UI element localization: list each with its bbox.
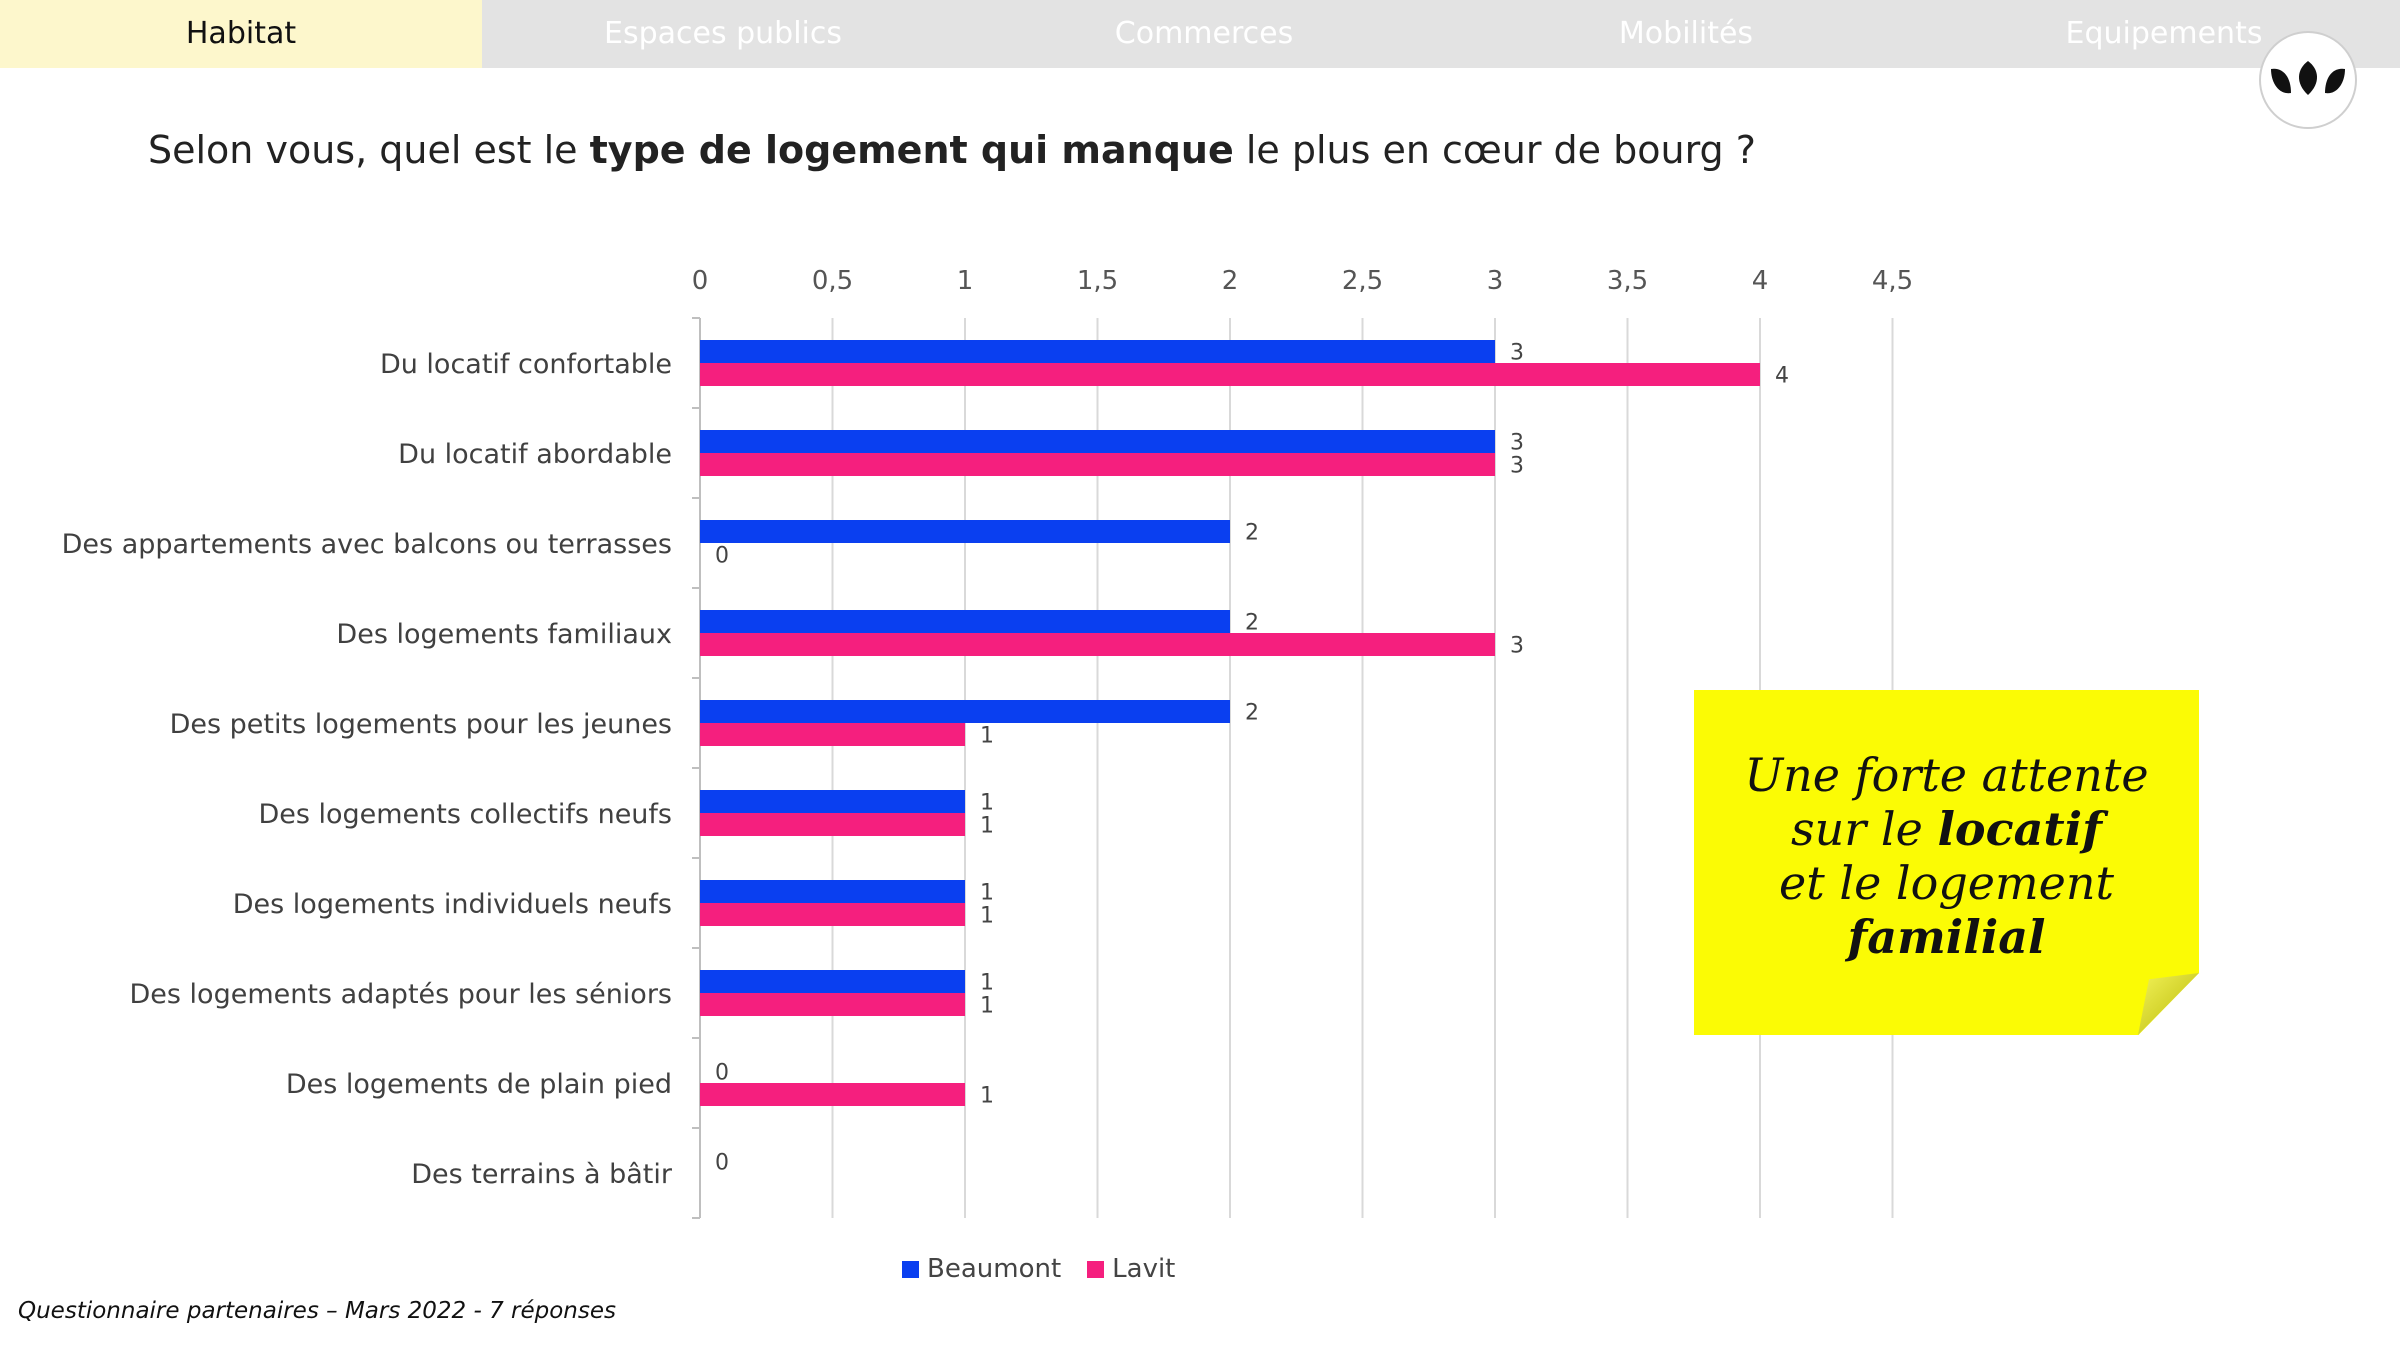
tab-mobilites[interactable]: Mobilités — [1618, 16, 1754, 51]
sticky-note-paper — [1694, 690, 2199, 1035]
tab-commerces[interactable]: Commerces — [1114, 16, 1294, 51]
bar-beaumont — [700, 520, 1230, 543]
tab-espaces-publics[interactable]: Espaces publics — [603, 16, 843, 51]
data-label-beaumont: 1 — [980, 971, 994, 996]
question-emphasis: type de logement qui manque — [589, 128, 1234, 172]
sticky-note-text: Une forte attente sur le locatif et le l… — [1694, 748, 2199, 964]
legend-swatch-lavit — [1087, 1260, 1105, 1278]
x-tick-label: 1,5 — [1077, 266, 1118, 296]
category-label: Des appartements avec balcons ou terrass… — [62, 529, 672, 560]
x-tick-label: 2 — [1222, 266, 1239, 296]
data-label-beaumont: 0 — [715, 1061, 729, 1086]
bar-lavit — [700, 813, 965, 836]
category-label: Des logements familiaux — [336, 619, 672, 650]
x-tick-label: 3,5 — [1607, 266, 1648, 296]
bar-lavit — [700, 453, 1495, 476]
x-tick-label: 1 — [957, 266, 974, 296]
category-label: Des logements collectifs neufs — [258, 799, 672, 830]
note-line-2-text: sur le — [1791, 802, 1938, 856]
x-tick-label: 3 — [1487, 266, 1504, 296]
category-label: Du locatif abordable — [398, 439, 672, 470]
legend-swatch-beaumont — [902, 1260, 919, 1278]
category-label: Des logements individuels neufs — [233, 889, 672, 920]
bar-lavit — [700, 1083, 965, 1106]
bar-lavit — [700, 633, 1495, 656]
data-label-lavit: 1 — [980, 814, 994, 839]
legend-label-beaumont: Beaumont — [927, 1254, 1062, 1284]
note-line-3: et le logement — [1779, 856, 2114, 910]
bar-beaumont — [700, 970, 965, 993]
logo-mark — [2271, 61, 2345, 95]
x-tick-label: 2,5 — [1342, 266, 1383, 296]
question-start: Selon vous, quel est le — [148, 128, 590, 172]
data-label-beaumont: 3 — [1510, 431, 1524, 456]
bar-beaumont — [700, 340, 1495, 363]
data-label-beaumont: 0 — [715, 1151, 729, 1176]
data-label-lavit: 3 — [1510, 454, 1524, 479]
data-label-beaumont: 2 — [1245, 521, 1259, 546]
note-line-2-bold: locatif — [1937, 802, 2102, 856]
bar-lavit — [700, 993, 965, 1016]
legend-item-beaumont[interactable]: Beaumont — [902, 1254, 1061, 1284]
data-label-lavit: 1 — [980, 1084, 994, 1109]
bar-lavit — [700, 363, 1760, 386]
footer-source: Questionnaire partenaires – Mars 2022 - … — [18, 1298, 616, 1324]
note-line-1: Une forte attente — [1744, 748, 2149, 802]
bar-beaumont — [700, 700, 1230, 723]
data-label-lavit: 4 — [1775, 364, 1789, 389]
note-line-4-bold: familial — [1847, 910, 2046, 964]
three-leaves-logo-icon — [2259, 31, 2357, 129]
tab-bar: Habitat Espaces publics Commerces Mobili… — [0, 0, 2400, 68]
note-line-4: familial — [1694, 910, 2199, 964]
bar-beaumont — [700, 430, 1495, 453]
data-label-lavit: 3 — [1510, 634, 1524, 659]
note-line-2: sur le locatif — [1694, 802, 2199, 856]
bar-lavit — [700, 903, 965, 926]
data-label-lavit: 1 — [980, 724, 994, 749]
chart-legend: Beaumont Lavit — [902, 1254, 1201, 1284]
bar-lavit — [700, 723, 965, 746]
bar-beaumont — [700, 610, 1230, 633]
category-label: Du locatif confortable — [380, 349, 672, 380]
question-end: le plus en cœur de bourg ? — [1233, 128, 1756, 172]
data-label-beaumont: 1 — [980, 881, 994, 906]
x-tick-label: 0,5 — [812, 266, 853, 296]
category-label: Des logements de plain pied — [286, 1069, 672, 1100]
legend-item-lavit[interactable]: Lavit — [1087, 1254, 1175, 1284]
data-label-beaumont: 2 — [1245, 701, 1259, 726]
data-label-beaumont: 2 — [1245, 611, 1259, 636]
category-label: Des terrains à bâtir — [411, 1159, 673, 1190]
data-label-lavit: 1 — [980, 994, 994, 1019]
legend-label-lavit: Lavit — [1112, 1254, 1176, 1284]
x-tick-label: 4 — [1752, 266, 1769, 296]
bar-beaumont — [700, 790, 965, 813]
tab-habitat[interactable]: Habitat — [0, 0, 482, 68]
data-label-lavit: 1 — [980, 904, 994, 929]
data-label-lavit: 0 — [715, 544, 729, 569]
x-tick-label: 0 — [692, 266, 709, 296]
category-label: Des logements adaptés pour les séniors — [130, 979, 673, 1010]
data-label-beaumont: 3 — [1510, 341, 1524, 366]
category-label: Des petits logements pour les jeunes — [170, 709, 672, 740]
x-tick-label: 4,5 — [1872, 266, 1913, 296]
sticky-note: Une forte attente sur le locatif et le l… — [1694, 690, 2199, 1035]
data-label-beaumont: 1 — [980, 791, 994, 816]
bar-beaumont — [700, 880, 965, 903]
page-title: Selon vous, quel est le type de logement… — [148, 128, 1756, 172]
tab-equipements[interactable]: Equipements — [2065, 16, 2263, 51]
